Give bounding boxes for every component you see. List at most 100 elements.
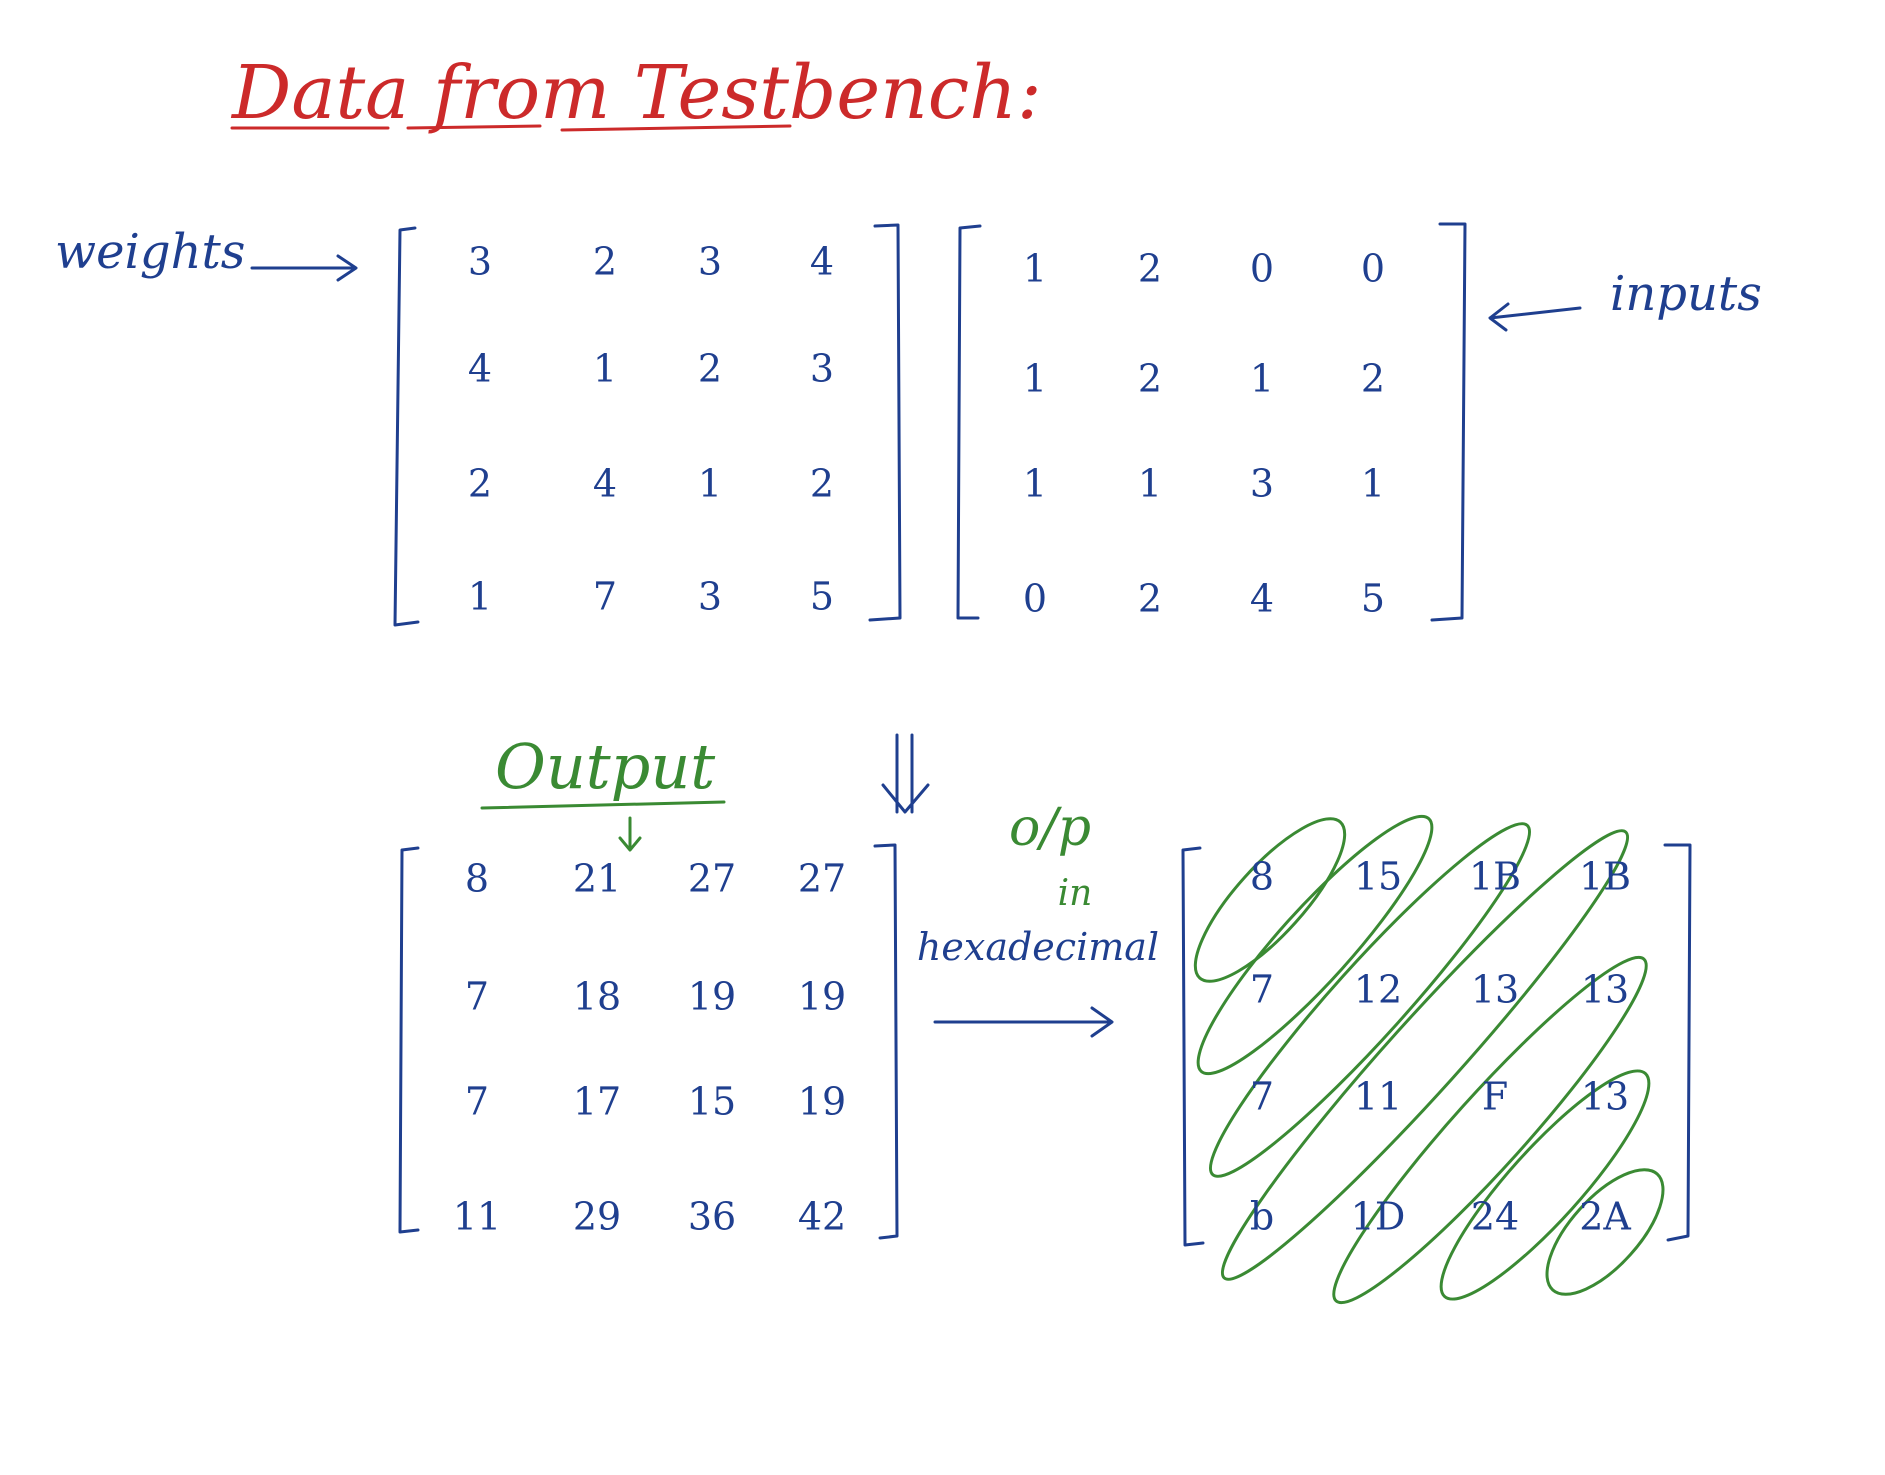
weights-cell-r4-c2: 7 <box>593 575 617 619</box>
inputs-cell-r4-c1: 0 <box>1023 577 1047 621</box>
inputs-cell-r4-c2: 2 <box>1138 577 1162 621</box>
inputs-cell-r1-c4: 0 <box>1361 247 1385 291</box>
weights-cell-r3-c4: 2 <box>810 462 834 506</box>
diagonal-group-6 <box>1439 1069 1651 1301</box>
hex-output-cell-r1-c4: 1B <box>1579 855 1631 899</box>
weights-cell-r1-c4: 4 <box>810 240 834 284</box>
inputs-cell-r3-c3: 3 <box>1250 462 1274 506</box>
weights-cell-r4-c1: 1 <box>468 575 492 619</box>
inputs-label: inputs <box>1610 266 1762 322</box>
hex-output-cell-r1-c2: 15 <box>1354 855 1402 899</box>
inputs-cell-r4-c4: 5 <box>1361 577 1385 621</box>
hex-output-cell-r3-c2: 11 <box>1354 1075 1402 1119</box>
weights-cell-r1-c1: 3 <box>468 240 492 284</box>
weights-right-bracket <box>868 223 902 622</box>
hex-output-cell-r4-c3: 24 <box>1471 1195 1519 1239</box>
hex-output-cell-r3-c1: 7 <box>1250 1075 1274 1119</box>
hex-annotation: o/p in hexadecimal <box>917 798 1159 1038</box>
weights-cell-r4-c4: 5 <box>810 575 834 619</box>
weights-left-bracket <box>393 226 420 627</box>
hex-output-cell-r4-c4: 2A <box>1579 1195 1631 1239</box>
hex-output-cell-r2-c4: 13 <box>1581 968 1629 1012</box>
weights-cell-r3-c2: 4 <box>593 462 617 506</box>
diagonal-groupings <box>1193 814 1665 1305</box>
weights-cell-r3-c1: 2 <box>468 462 492 506</box>
weights-annotation: weights <box>55 224 358 282</box>
hex-output-cell-r3-c4: 13 <box>1581 1075 1629 1119</box>
output-cell-r4-c1: 11 <box>453 1195 501 1239</box>
inputs-left-bracket <box>956 224 982 620</box>
hex-output-cell-r1-c3: 1B <box>1469 855 1521 899</box>
hex-label-hexadecimal: hexadecimal <box>917 925 1159 969</box>
output-cell-r1-c1: 8 <box>465 857 489 901</box>
inputs-cell-r2-c2: 2 <box>1138 357 1162 401</box>
output-cell-r2-c3: 19 <box>688 975 736 1019</box>
output-underline <box>480 800 726 810</box>
weights-cell-r2-c3: 2 <box>698 347 722 391</box>
right-arrow-to-hex-icon <box>933 1006 1114 1038</box>
hex-output-cell-r2-c3: 13 <box>1471 968 1519 1012</box>
output-cell-r4-c2: 29 <box>573 1195 621 1239</box>
hex-matrix: 8 15 1B 1B 7 12 13 13 7 11 F 13 b 1D 24 2A <box>1181 814 1692 1305</box>
hex-output-cell-r2-c2: 12 <box>1354 968 1402 1012</box>
output-cell-r3-c4: 19 <box>798 1080 846 1124</box>
output-left-bracket <box>398 846 420 1234</box>
inputs-cell-r1-c1: 1 <box>1023 247 1047 291</box>
diagonal-group-4 <box>1220 829 1630 1281</box>
inputs-cell-r1-c3: 0 <box>1250 247 1274 291</box>
inputs-cell-r3-c1: 1 <box>1023 462 1047 506</box>
weights-cell-r4-c3: 3 <box>698 575 722 619</box>
diagonal-group-7 <box>1545 1168 1665 1296</box>
diagonal-group-2 <box>1196 814 1434 1076</box>
diagonal-group-5 <box>1332 955 1648 1305</box>
left-arrow-icon <box>1488 302 1582 332</box>
hex-right-bracket <box>1663 843 1692 1242</box>
output-label: Output <box>495 730 715 803</box>
weights-cell-r2-c2: 1 <box>593 347 617 391</box>
inputs-cell-r2-c4: 2 <box>1361 357 1385 401</box>
title-group: Data from Testbench: <box>230 50 1042 136</box>
weights-matrix: 3 2 3 4 4 1 2 3 2 4 1 2 1 7 3 5 <box>393 223 902 627</box>
output-cell-r3-c2: 17 <box>573 1080 621 1124</box>
hex-label-in: in <box>1058 873 1093 914</box>
inputs-right-bracket <box>1430 222 1467 622</box>
title-underline-3 <box>560 124 792 132</box>
output-matrix: 8 21 27 27 7 18 19 19 7 17 15 19 11 29 36 42 <box>398 843 899 1240</box>
hex-label-op: o/p <box>1009 798 1091 858</box>
hex-output-cell-r3-c3: F <box>1482 1075 1508 1119</box>
weights-cell-r3-c3: 1 <box>698 462 722 506</box>
page-title: Data from Testbench: <box>230 50 1042 136</box>
inputs-annotation: inputs <box>1488 266 1762 332</box>
weights-cell-r1-c2: 2 <box>593 240 617 284</box>
hex-left-bracket <box>1181 846 1205 1247</box>
hex-output-cell-r2-c1: 7 <box>1250 968 1274 1012</box>
hex-output-cell-r4-c2: 1D <box>1351 1195 1406 1239</box>
inputs-cell-r2-c1: 1 <box>1023 357 1047 401</box>
diagonal-group-1 <box>1193 817 1347 983</box>
output-cell-r4-c3: 36 <box>688 1195 736 1239</box>
double-down-arrow-icon <box>881 733 930 814</box>
output-cell-r2-c4: 19 <box>798 975 846 1019</box>
inputs-cell-r3-c4: 1 <box>1361 462 1385 506</box>
weights-cell-r2-c1: 4 <box>468 347 492 391</box>
small-down-arrow-icon <box>618 816 642 852</box>
output-annotation: Output <box>480 730 726 852</box>
output-right-bracket <box>873 843 899 1240</box>
diagonal-group-3 <box>1208 822 1532 1178</box>
output-cell-r3-c3: 15 <box>688 1080 736 1124</box>
output-cell-r4-c4: 42 <box>798 1195 846 1239</box>
output-cell-r1-c3: 27 <box>688 857 736 901</box>
output-cell-r1-c2: 21 <box>573 857 621 901</box>
inputs-cell-r1-c2: 2 <box>1138 247 1162 291</box>
weights-label: weights <box>55 224 245 280</box>
hex-output-cell-r1-c1: 8 <box>1250 855 1274 899</box>
right-arrow-icon <box>250 254 358 282</box>
output-cell-r1-c4: 27 <box>798 857 846 901</box>
title-underline-2 <box>406 124 542 130</box>
output-cell-r3-c1: 7 <box>465 1080 489 1124</box>
weights-cell-r1-c3: 3 <box>698 240 722 284</box>
inputs-cell-r3-c2: 1 <box>1138 462 1162 506</box>
inputs-matrix: 1 2 0 0 1 2 1 2 1 1 3 1 0 2 4 5 <box>956 222 1467 622</box>
inputs-cell-r2-c3: 1 <box>1250 357 1274 401</box>
